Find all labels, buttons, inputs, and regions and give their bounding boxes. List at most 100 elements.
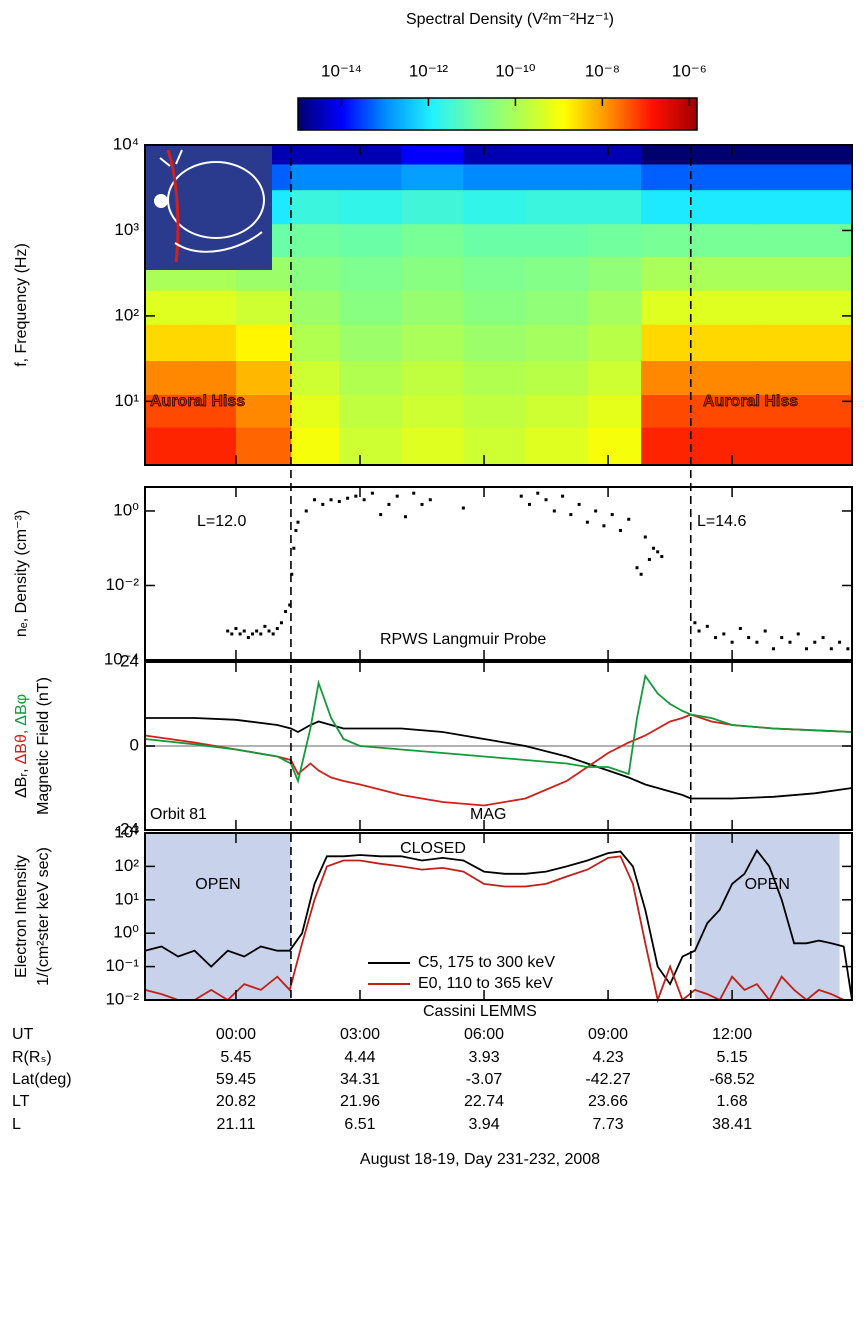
density-point bbox=[379, 513, 383, 517]
spectrogram-cell bbox=[401, 427, 464, 466]
spectrogram-cell bbox=[145, 324, 196, 362]
spectrogram-cell bbox=[587, 256, 642, 291]
spectrogram-cell bbox=[290, 163, 340, 191]
density-point bbox=[627, 517, 631, 521]
density-point bbox=[346, 496, 350, 500]
density-point bbox=[552, 509, 556, 513]
y-tick-label: 10² bbox=[114, 856, 139, 875]
spectrogram-cell bbox=[290, 145, 340, 165]
spectrogram-cell bbox=[587, 394, 642, 428]
y-tick-label: 10⁻² bbox=[105, 989, 139, 1008]
density-point bbox=[395, 494, 399, 498]
y-axis-label: Electron Intensity bbox=[13, 855, 30, 978]
table-cell: 5.45 bbox=[220, 1049, 251, 1066]
spectrogram-cell bbox=[145, 427, 196, 466]
density-point bbox=[805, 647, 809, 651]
density-point bbox=[788, 640, 792, 644]
colorbar-tick-label: 10⁻⁶ bbox=[672, 61, 707, 80]
density-point bbox=[652, 546, 656, 550]
planet bbox=[154, 194, 168, 208]
spectrogram-cell bbox=[463, 163, 526, 191]
density-point bbox=[362, 498, 366, 502]
series-line bbox=[144, 673, 853, 784]
spectrogram-cell bbox=[194, 290, 237, 325]
table-cell: 21.96 bbox=[340, 1093, 380, 1110]
region-label: OPEN bbox=[745, 876, 790, 893]
density-point bbox=[267, 629, 271, 633]
spectrogram-cell bbox=[463, 427, 526, 466]
annotation: Auroral Hiss bbox=[150, 393, 245, 410]
legend-entry: C5, 175 to 300 keV bbox=[418, 954, 555, 971]
density-point bbox=[693, 621, 697, 625]
spectrogram-cell bbox=[235, 360, 292, 396]
table-cell: 20.82 bbox=[216, 1093, 256, 1110]
colorbar-tick-label: 10⁻¹² bbox=[409, 61, 449, 80]
panel: 10⁻⁴ 10⁻² 10⁰ nₑ, Density (cm⁻³) L=12.0 L=14.… bbox=[13, 486, 853, 668]
density-point bbox=[321, 502, 325, 506]
spectrogram-cell bbox=[587, 163, 642, 191]
spectrogram-cell bbox=[235, 290, 292, 325]
y-tick-label: 10⁻⁴ bbox=[104, 649, 139, 668]
density-point bbox=[337, 499, 341, 503]
density-point bbox=[271, 632, 275, 636]
spectrogram-cell bbox=[290, 223, 340, 257]
density-point bbox=[387, 502, 391, 506]
table-cell: 7.73 bbox=[592, 1116, 623, 1133]
spectrogram-cell bbox=[641, 163, 692, 191]
table-cell: -3.07 bbox=[466, 1071, 503, 1088]
spectrogram-cell bbox=[641, 324, 692, 362]
spectrogram-cell bbox=[690, 394, 754, 428]
colorbar-tick-label: 10⁻¹⁴ bbox=[321, 61, 362, 80]
spectrogram-cell bbox=[463, 145, 526, 165]
spectrogram-cell bbox=[641, 394, 692, 428]
colorbar-tick-label: 10⁻⁸ bbox=[585, 61, 620, 80]
y-tick-label: -24 bbox=[114, 819, 139, 838]
density-point bbox=[288, 603, 292, 607]
spectrogram-cell bbox=[463, 223, 526, 257]
orbit-track bbox=[166, 149, 180, 263]
density-point bbox=[569, 513, 573, 517]
table-cell: -68.52 bbox=[709, 1071, 754, 1088]
density-point bbox=[354, 494, 358, 498]
annotation: CLOSED bbox=[400, 840, 466, 857]
annotation: Cassini LEMMS bbox=[423, 1003, 537, 1020]
density-point bbox=[238, 632, 242, 636]
spectrogram-cell bbox=[587, 189, 642, 225]
spectrogram-cell bbox=[401, 256, 464, 291]
spectrogram-cell bbox=[401, 189, 464, 225]
density-point bbox=[780, 636, 784, 640]
panel: -24 0 24 ΔBᵣ, ΔBθ, ΔBφ Magnetic Field (nT) Orbi… bbox=[13, 651, 853, 838]
density-point bbox=[329, 498, 333, 502]
y-tick-label: 10⁴ bbox=[113, 134, 139, 153]
y-tick-label: 10³ bbox=[114, 220, 139, 239]
spectrogram-cell bbox=[641, 290, 692, 325]
density-point bbox=[412, 491, 416, 495]
density-point bbox=[536, 491, 540, 495]
spectrogram-cell bbox=[194, 394, 237, 428]
density-point bbox=[755, 640, 759, 644]
table-cell: 6.51 bbox=[344, 1116, 375, 1133]
density-point bbox=[656, 550, 660, 554]
spectrogram-cell bbox=[401, 163, 464, 191]
spectrogram-cell bbox=[752, 324, 853, 362]
spectrogram-cell bbox=[752, 394, 853, 428]
spectrogram-cell bbox=[290, 394, 340, 428]
spectrogram-cell bbox=[525, 145, 588, 165]
table-cell: 3.94 bbox=[468, 1116, 499, 1133]
spectrogram-cell bbox=[641, 427, 692, 466]
spectrogram-cell bbox=[339, 145, 402, 165]
table-cell: 34.31 bbox=[340, 1071, 380, 1088]
density-point bbox=[594, 509, 598, 513]
density-point bbox=[846, 647, 850, 651]
density-point bbox=[697, 629, 701, 633]
spectrogram-cell bbox=[145, 290, 196, 325]
table-cell: 22.74 bbox=[464, 1093, 504, 1110]
row-label: Lat(deg) bbox=[12, 1071, 72, 1088]
y-axis-label: ΔBᵣ, ΔBθ, ΔBφ bbox=[13, 694, 30, 798]
spectrogram-cell bbox=[401, 324, 464, 362]
spectrogram-cell bbox=[752, 427, 853, 466]
y-tick-label: 24 bbox=[120, 651, 139, 670]
annotation: Auroral Hiss bbox=[703, 393, 798, 410]
